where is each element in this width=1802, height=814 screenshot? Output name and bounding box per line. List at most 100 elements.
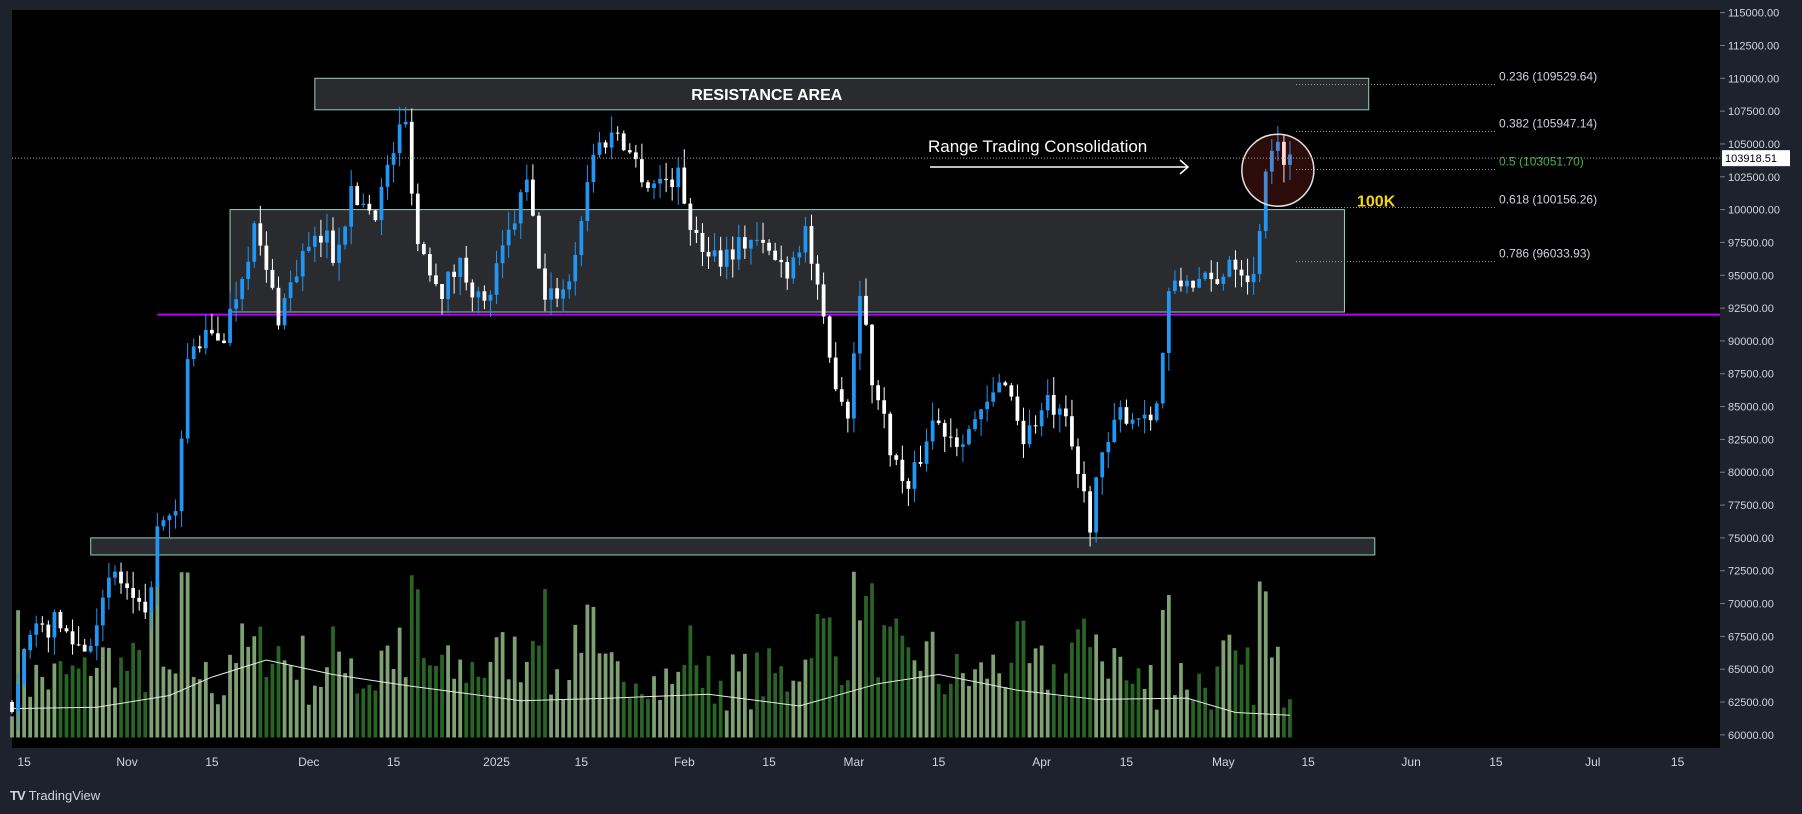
candle-body	[718, 250, 723, 267]
x-tick-label: 15	[575, 755, 589, 769]
candle-body	[440, 283, 444, 299]
candle-body	[985, 401, 990, 410]
volume-bar	[167, 669, 172, 738]
y-tick-label: 75000.00	[1728, 533, 1774, 545]
candle-body	[1263, 171, 1268, 232]
candle-body	[1009, 385, 1014, 397]
volume-bar	[1288, 699, 1292, 738]
volume-bar	[979, 662, 983, 738]
candle-body	[1045, 394, 1050, 411]
candle-body	[143, 601, 148, 613]
volume-bar	[973, 669, 977, 738]
y-tick-label: 115000.00	[1728, 8, 1779, 20]
volume-bar	[131, 642, 136, 738]
candle-body	[858, 295, 862, 354]
x-tick-label: Mar	[844, 755, 865, 769]
candle-body	[1003, 382, 1008, 386]
tradingview-name: TradingView	[28, 788, 101, 803]
candle-body	[761, 239, 765, 243]
fib-level-label: 0.786 (96033.93)	[1499, 247, 1590, 261]
candle-body	[803, 226, 808, 253]
candle-body	[1197, 278, 1201, 288]
highlight-circle	[1241, 133, 1315, 207]
candle-body	[10, 702, 14, 712]
candle-body	[240, 278, 245, 300]
candle-body	[34, 623, 39, 635]
candle-body	[234, 299, 238, 309]
volume-bar	[797, 681, 802, 738]
volume-bar	[1239, 664, 1244, 738]
candle-body	[997, 382, 1002, 393]
candle-body	[161, 520, 166, 527]
candle-body	[961, 444, 965, 447]
volume-bar	[40, 676, 45, 738]
volume-bar	[1124, 680, 1129, 738]
candle-body	[319, 235, 323, 243]
candle-body	[876, 385, 880, 401]
volume-bar	[664, 668, 669, 738]
candle-body	[682, 167, 687, 204]
volume-bar	[936, 684, 941, 738]
x-tick-label: 15	[1489, 755, 1503, 769]
volume-bar	[954, 654, 959, 738]
volume-bar	[1033, 648, 1038, 738]
volume-bar	[1233, 650, 1238, 738]
volume-bar	[397, 627, 402, 738]
volume-bar	[1009, 662, 1014, 738]
candle-body	[724, 249, 729, 267]
volume-bar	[694, 665, 699, 738]
candle-body	[1203, 272, 1208, 279]
volume-bar	[488, 662, 493, 738]
volume-bar	[113, 687, 117, 738]
volume-bar	[640, 694, 644, 738]
volume-bar	[379, 650, 384, 738]
candle-body	[46, 624, 51, 638]
candle-body	[355, 186, 360, 206]
y-tick-label: 90000.00	[1728, 336, 1774, 348]
candle-body	[591, 154, 596, 183]
volume-bar	[500, 632, 505, 738]
candle-body	[1288, 154, 1292, 165]
candle-body	[1063, 408, 1068, 417]
candle-body	[779, 259, 784, 263]
volume-bar	[1082, 618, 1086, 738]
volume-bar	[767, 648, 771, 738]
volume-bar	[264, 677, 269, 738]
candle-body	[300, 251, 305, 277]
volume-bar	[736, 671, 741, 738]
candle-body	[385, 164, 390, 187]
volume-bar	[107, 647, 111, 738]
volume-bar	[246, 646, 251, 738]
volume-bar	[355, 693, 360, 738]
volume-bar	[482, 677, 487, 738]
candle-body	[270, 269, 275, 288]
candle-body	[640, 159, 644, 183]
volume-bar	[912, 660, 917, 738]
candle-body	[403, 121, 408, 125]
candle-body	[1142, 414, 1147, 419]
volume-ma-line	[11, 659, 1291, 716]
tradingview-branding[interactable]: TV TradingView	[10, 788, 100, 803]
candle-body	[94, 625, 99, 646]
volume-bar	[1039, 645, 1044, 738]
volume-bar	[1173, 695, 1177, 738]
volume-bar	[1160, 609, 1165, 738]
candle-body	[531, 179, 535, 216]
volume-bar	[1021, 620, 1026, 738]
candle-body	[100, 597, 105, 626]
candle-body	[343, 226, 347, 245]
candle-body	[276, 287, 281, 326]
candle-body	[1076, 446, 1080, 474]
volume-bar	[52, 663, 57, 738]
volume-bar	[658, 699, 662, 738]
volume-bar	[809, 658, 814, 738]
candle-body	[1039, 410, 1044, 427]
candle-body	[482, 291, 487, 301]
candle-body	[397, 124, 402, 154]
candle-body	[1191, 280, 1195, 288]
volume-bar	[149, 607, 154, 738]
tradingview-logo-icon: TV	[10, 788, 26, 803]
candle-body	[549, 288, 553, 300]
